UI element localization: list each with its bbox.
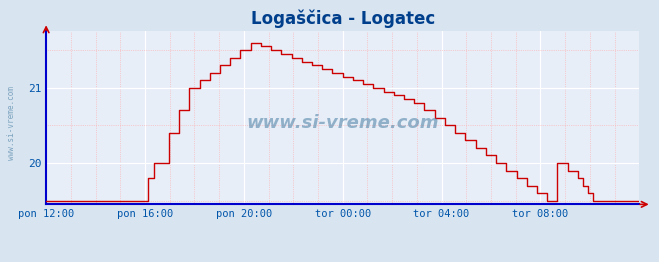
Title: Logaščica - Logatec: Logaščica - Logatec [250,10,435,29]
Text: www.si-vreme.com: www.si-vreme.com [246,114,439,132]
Text: www.si-vreme.com: www.si-vreme.com [7,86,16,160]
